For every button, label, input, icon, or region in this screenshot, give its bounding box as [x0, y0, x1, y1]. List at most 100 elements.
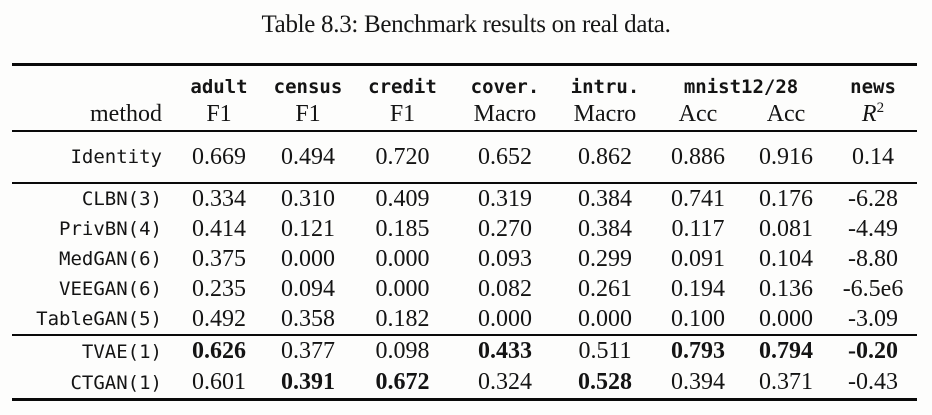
value-cell: 0.000 — [281, 245, 335, 272]
value-cell: 0.098 — [375, 338, 430, 364]
value-cell: 0.358 — [281, 305, 335, 332]
value-cell: 0.334 — [192, 185, 246, 212]
value-cell: 0.377 — [281, 338, 335, 364]
value-cell: -0.43 — [848, 369, 899, 395]
method-cell: Identity — [70, 146, 162, 168]
method-cell: VEEGAN(6) — [59, 278, 162, 300]
value-cell: 0.091 — [671, 245, 725, 272]
value-cell: 0.081 — [759, 215, 813, 242]
dataset-header-credit: credit — [368, 76, 437, 98]
method-column-header: method — [90, 101, 162, 127]
value-cell: 0.319 — [478, 185, 532, 212]
value-cell: 0.511 — [578, 338, 632, 364]
value-cell: 0.528 — [578, 369, 632, 395]
value-cell: -8.80 — [848, 245, 899, 272]
metric-header-row: method F1 F1 F1 Macro Macro Acc Acc R2 — [12, 99, 917, 131]
value-cell: 0.000 — [375, 245, 430, 272]
value-cell: 0.391 — [281, 369, 335, 395]
table-row: TableGAN(5) 0.492 0.358 0.182 0.000 0.00… — [12, 304, 917, 335]
metric-header-macro-intru: Macro — [573, 101, 637, 127]
dataset-header-cover: cover. — [470, 76, 540, 98]
method-cell: PrivBN(4) — [59, 218, 162, 240]
table-row: PrivBN(4) 0.414 0.121 0.185 0.270 0.384 … — [12, 214, 917, 244]
value-cell: 0.669 — [192, 143, 246, 170]
value-cell: 0.000 — [375, 275, 430, 302]
dataset-header-mnist: mnist12/28 — [683, 76, 799, 98]
dataset-header-intru: intru. — [570, 76, 640, 98]
metric-header-acc-mnist12: Acc — [678, 101, 718, 127]
method-cell: TableGAN(5) — [36, 308, 162, 330]
table-row: VEEGAN(6) 0.235 0.094 0.000 0.082 0.261 … — [12, 274, 917, 304]
value-cell: 0.000 — [759, 305, 813, 332]
value-cell: 0.14 — [852, 143, 895, 170]
value-cell: 0.794 — [759, 338, 813, 364]
value-cell: 0.862 — [578, 143, 632, 170]
r-squared-exponent: 2 — [876, 100, 885, 116]
value-cell: 0.000 — [578, 305, 632, 332]
r-squared-base: R — [861, 101, 877, 127]
value-cell: 0.720 — [375, 143, 430, 170]
value-cell: 0.270 — [478, 215, 532, 242]
value-cell: 0.916 — [759, 143, 813, 170]
dataset-header-row: adult census credit cover. intru. mnist1… — [12, 65, 917, 100]
value-cell: 0.672 — [375, 369, 430, 395]
table-caption: Table 8.3: Benchmark results on real dat… — [261, 11, 671, 38]
value-cell: -0.20 — [848, 338, 899, 364]
value-cell: 0.626 — [192, 338, 246, 364]
value-cell: 0.235 — [192, 275, 246, 302]
value-cell: 0.261 — [578, 275, 632, 302]
value-cell: 0.652 — [478, 143, 532, 170]
section-baselines: CLBN(3) 0.334 0.310 0.409 0.319 0.384 0.… — [12, 183, 918, 335]
metric-header-f1-census: F1 — [295, 101, 321, 127]
value-cell: 0.793 — [671, 338, 725, 364]
value-cell: 0.324 — [478, 369, 532, 395]
value-cell: 0.375 — [192, 245, 246, 272]
value-cell: 0.299 — [578, 245, 632, 272]
dataset-header-news: news — [850, 76, 896, 98]
benchmark-table-wrapper: adult census credit cover. intru. mnist1… — [12, 63, 918, 401]
table-row: MedGAN(6) 0.375 0.000 0.000 0.093 0.299 … — [12, 244, 917, 274]
metric-header-f1-credit: F1 — [389, 101, 416, 127]
value-cell: 0.433 — [478, 338, 532, 364]
value-cell: 0.185 — [375, 215, 430, 242]
value-cell: 0.741 — [671, 185, 725, 212]
empty-header-cell — [12, 65, 174, 100]
value-cell: 0.394 — [671, 369, 725, 395]
value-cell: 0.384 — [578, 215, 632, 242]
value-cell: 0.182 — [375, 305, 430, 332]
method-cell: TVAE(1) — [81, 340, 162, 363]
value-cell: 0.384 — [578, 185, 632, 212]
table-row: CTGAN(1) 0.601 0.391 0.672 0.324 0.528 0… — [12, 367, 917, 400]
value-cell: -3.09 — [848, 305, 899, 332]
value-cell: 0.093 — [478, 245, 532, 272]
table-row: CLBN(3) 0.334 0.310 0.409 0.319 0.384 0.… — [12, 183, 917, 214]
value-cell: 0.310 — [281, 185, 335, 212]
value-cell: 0.371 — [759, 369, 813, 395]
value-cell: 0.117 — [671, 215, 725, 242]
value-cell: 0.100 — [671, 305, 725, 332]
value-cell: 0.601 — [192, 369, 246, 395]
value-cell: 0.414 — [192, 215, 246, 242]
table-header: adult census credit cover. intru. mnist1… — [12, 64, 918, 131]
metric-header-f1-adult: F1 — [206, 101, 232, 127]
method-cell: CTGAN(1) — [70, 371, 162, 394]
value-cell: 0.094 — [281, 275, 335, 302]
section-identity: Identity 0.669 0.494 0.720 0.652 0.862 0… — [12, 131, 918, 183]
value-cell: 0.886 — [671, 143, 725, 170]
value-cell: -4.49 — [848, 215, 899, 242]
value-cell: 0.194 — [671, 275, 725, 302]
value-cell: -6.5e6 — [842, 275, 904, 302]
value-cell: 0.104 — [759, 245, 813, 272]
value-cell: 0.176 — [759, 185, 813, 212]
value-cell: 0.492 — [192, 305, 246, 332]
method-cell: CLBN(3) — [81, 188, 162, 210]
method-cell: MedGAN(6) — [59, 248, 162, 270]
section-proposed: TVAE(1) 0.626 0.377 0.098 0.433 0.511 0.… — [12, 335, 918, 400]
value-cell: 0.409 — [375, 185, 430, 212]
table-row: TVAE(1) 0.626 0.377 0.098 0.433 0.511 0.… — [12, 335, 917, 367]
table-row: Identity 0.669 0.494 0.720 0.652 0.862 0… — [12, 131, 917, 183]
metric-header-acc-mnist28: Acc — [766, 101, 806, 127]
benchmark-table: adult census credit cover. intru. mnist1… — [12, 63, 918, 401]
metric-header-r-squared: R2 — [829, 99, 917, 131]
